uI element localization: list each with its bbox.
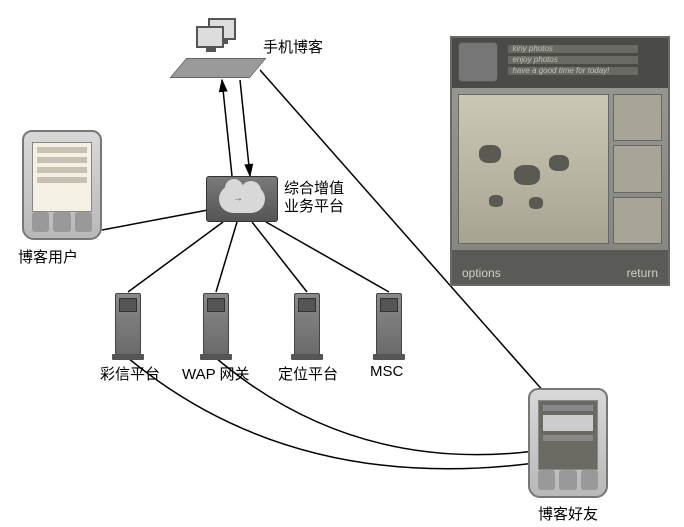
mms-server: [115, 293, 141, 355]
lbs-server: [294, 293, 320, 355]
app-footer: options return: [452, 250, 668, 284]
blog-friend-label: 博客好友: [538, 503, 598, 524]
platform-node: →: [206, 176, 278, 222]
app-logo-icon: [458, 42, 498, 82]
app-header: kiny photos enjoy photos have a good tim…: [452, 38, 668, 88]
app-thumb: [613, 145, 663, 192]
platform-label: 综合增值 业务平台: [284, 180, 344, 216]
wap-label: WAP 网关: [182, 363, 250, 384]
app-thumb: [613, 94, 663, 141]
app-window: kiny photos enjoy photos have a good tim…: [450, 36, 670, 286]
mobile-blog-label: 手机博客: [263, 36, 323, 57]
app-header-line: enjoy photos: [508, 56, 638, 64]
app-thumb: [613, 197, 663, 244]
app-main-photo: [458, 94, 609, 244]
app-header-line: have a good time for today!: [508, 67, 638, 75]
app-photo-area: [458, 94, 662, 244]
mms-label: 彩信平台: [100, 363, 160, 384]
blog-user-node: [22, 130, 102, 240]
app-thumbnails: [613, 94, 663, 244]
wap-server: [203, 293, 229, 355]
app-header-line: kiny photos: [508, 45, 638, 53]
msc-server: [376, 293, 402, 355]
lbs-label: 定位平台: [278, 363, 338, 384]
blog-friend-node: [528, 388, 608, 498]
app-footer-right: return: [627, 266, 658, 280]
mobile-blog-node: [178, 18, 258, 78]
msc-label: MSC: [370, 363, 403, 380]
blog-user-label: 博客用户: [18, 246, 78, 267]
app-footer-left: options: [462, 266, 501, 280]
